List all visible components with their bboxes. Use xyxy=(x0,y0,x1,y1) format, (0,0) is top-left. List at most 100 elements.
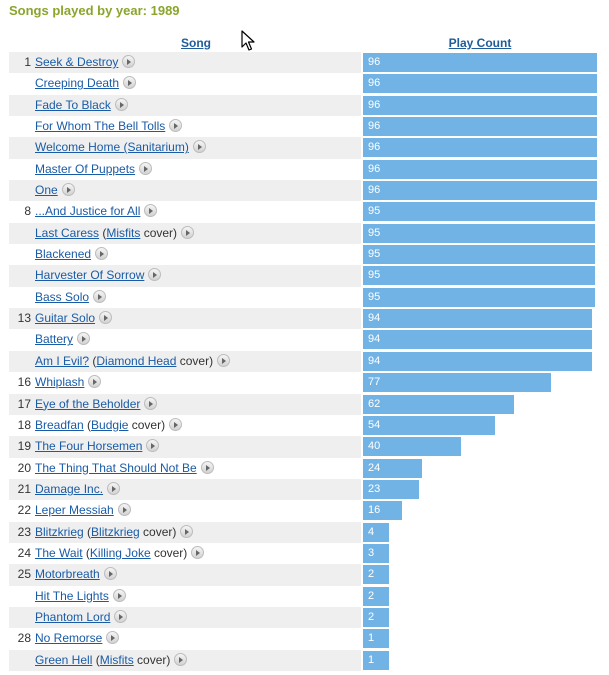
play-icon[interactable] xyxy=(114,609,128,623)
rank-number: 17 xyxy=(17,396,31,411)
song-cell: Bass Solo xyxy=(35,289,107,304)
play-icon[interactable] xyxy=(95,247,109,261)
table-row: 19 The Four Horsemen 40 xyxy=(9,436,599,458)
table-row: 20 The Thing That Should Not Be 24 xyxy=(9,458,599,479)
play-count-column-header[interactable]: Play Count xyxy=(448,36,512,50)
play-icon[interactable] xyxy=(77,332,91,346)
song-link[interactable]: Last Caress xyxy=(35,225,100,240)
play-icon[interactable] xyxy=(146,439,160,453)
song-link[interactable]: Leper Messiah xyxy=(35,503,114,518)
cover-artist-link[interactable]: Blitzkrieg xyxy=(91,524,140,539)
play-icon[interactable] xyxy=(217,353,231,367)
song-link[interactable]: Eye of the Beholder xyxy=(35,396,141,411)
play-icon[interactable] xyxy=(169,119,183,133)
row-background xyxy=(9,606,361,629)
row-background xyxy=(9,478,361,501)
rank-number: 8 xyxy=(24,204,31,219)
song-link[interactable]: Damage Inc. xyxy=(35,481,104,496)
play-icon[interactable] xyxy=(181,225,195,239)
play-icon[interactable] xyxy=(174,652,188,666)
song-cell: Leper Messiah xyxy=(35,503,131,517)
song-link[interactable]: The Thing That Should Not Be xyxy=(35,460,197,475)
song-link[interactable]: The Wait xyxy=(35,545,83,560)
song-link[interactable]: Green Hell xyxy=(35,652,93,667)
song-link[interactable]: Whiplash xyxy=(35,375,85,390)
song-link[interactable]: Phantom Lord xyxy=(35,609,111,624)
song-link[interactable]: The Four Horsemen xyxy=(35,439,143,454)
song-cell: One xyxy=(35,183,75,197)
play-count-bar: 54 xyxy=(363,415,495,435)
play-icon[interactable] xyxy=(139,161,153,175)
play-icon[interactable] xyxy=(88,375,102,389)
play-icon[interactable] xyxy=(93,289,107,303)
play-count-bar: 94 xyxy=(363,351,592,371)
play-count-bar: 23 xyxy=(363,479,419,499)
play-count-bar: 94 xyxy=(363,309,592,329)
song-link[interactable]: Seek & Destroy xyxy=(35,55,119,69)
song-link[interactable]: Hit The Lights xyxy=(35,588,109,603)
song-link[interactable]: Breadfan xyxy=(35,417,84,432)
play-icon[interactable] xyxy=(103,567,117,581)
cover-artist-link[interactable]: Misfits xyxy=(106,225,141,240)
song-cell: No Remorse xyxy=(35,631,120,646)
play-icon[interactable] xyxy=(144,396,158,410)
song-link[interactable]: Guitar Solo xyxy=(35,311,96,326)
play-icon[interactable] xyxy=(148,268,162,282)
play-icon[interactable] xyxy=(192,140,206,154)
cover-artist-link[interactable]: Diamond Head xyxy=(96,353,177,368)
play-icon[interactable] xyxy=(99,311,113,325)
play-icon[interactable] xyxy=(123,76,137,90)
play-icon[interactable] xyxy=(200,460,214,474)
play-icon[interactable] xyxy=(191,545,205,559)
play-icon[interactable] xyxy=(114,97,128,111)
song-link[interactable]: Bass Solo xyxy=(35,289,90,304)
play-icon[interactable] xyxy=(122,55,136,68)
rank-number: 28 xyxy=(17,631,31,646)
table-row: Battery 94 xyxy=(9,329,599,350)
song-link[interactable]: Welcome Home (Sanitarium) xyxy=(35,140,189,155)
song-cell: Blitzkrieg (Blitzkrieg cover) xyxy=(35,524,194,539)
play-icon[interactable] xyxy=(106,631,120,645)
song-link[interactable]: Fade To Black xyxy=(35,97,111,112)
play-icon[interactable] xyxy=(117,503,131,517)
play-icon[interactable] xyxy=(107,481,121,495)
play-count-bar: 62 xyxy=(363,394,514,414)
cover-suffix: cover) xyxy=(139,524,177,539)
song-link[interactable]: Master Of Puppets xyxy=(35,161,136,176)
song-link[interactable]: Blitzkrieg xyxy=(35,524,84,539)
song-link[interactable]: Creeping Death xyxy=(35,76,120,91)
song-cell: The Wait (Killing Joke cover) xyxy=(35,545,205,560)
song-link[interactable]: For Whom The Bell Tolls xyxy=(35,119,166,134)
play-count-bar: 96 xyxy=(363,95,597,115)
song-link[interactable]: No Remorse xyxy=(35,631,103,646)
song-cell: Breadfan (Budgie cover) xyxy=(35,417,183,432)
song-link[interactable]: ...And Justice for All xyxy=(35,204,141,219)
table-row: Creeping Death 96 xyxy=(9,73,599,94)
song-link[interactable]: Battery xyxy=(35,332,74,347)
rank-number: 1 xyxy=(24,55,31,69)
play-icon[interactable] xyxy=(180,524,194,538)
song-link[interactable]: Blackened xyxy=(35,247,92,262)
cover-artist-link[interactable]: Budgie xyxy=(91,417,129,432)
play-count-bar: 24 xyxy=(363,458,422,478)
table-row: Blackened 95 xyxy=(9,244,599,265)
cover-artist-link[interactable]: Misfits xyxy=(99,652,134,667)
song-link[interactable]: One xyxy=(35,183,58,198)
table-row: 1 Seek & Destroy 96 xyxy=(9,52,599,74)
row-background xyxy=(9,436,361,458)
song-cell: Fade To Black xyxy=(35,97,128,112)
play-icon[interactable] xyxy=(61,183,75,197)
song-column-header[interactable]: Song xyxy=(181,36,211,50)
play-icon[interactable] xyxy=(169,417,183,431)
play-icon[interactable] xyxy=(144,204,158,218)
song-cell: The Four Horsemen xyxy=(35,439,160,454)
table-row: For Whom The Bell Tolls 96 xyxy=(9,116,599,137)
cover-suffix: cover) xyxy=(128,417,166,432)
play-icon[interactable] xyxy=(112,588,126,602)
song-link[interactable]: Am I Evil? xyxy=(35,353,90,368)
play-count-bar: 2 xyxy=(363,565,389,585)
table-row: Am I Evil? (Diamond Head cover) 94 xyxy=(9,350,599,373)
cover-artist-link[interactable]: Killing Joke xyxy=(89,545,151,560)
song-link[interactable]: Harvester Of Sorrow xyxy=(35,268,145,283)
song-link[interactable]: Motorbreath xyxy=(35,567,100,582)
